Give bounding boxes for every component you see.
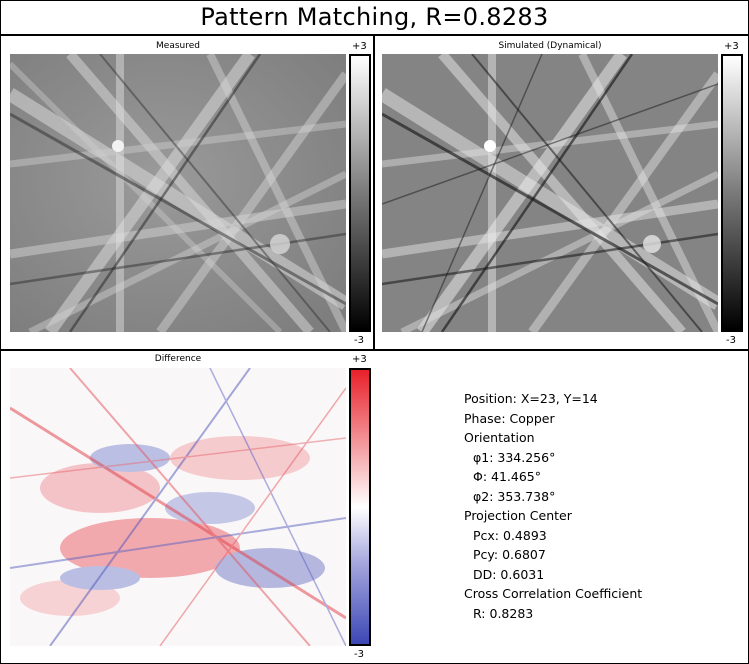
projection-center-header: Projection Center bbox=[464, 508, 572, 523]
measured-pattern-image bbox=[10, 54, 346, 332]
orientation-header: Orientation bbox=[464, 430, 535, 445]
measured-scale-min: -3 bbox=[354, 335, 364, 346]
difference-colorbar bbox=[349, 368, 371, 646]
dd-value: DD: 0.6031 bbox=[473, 566, 545, 582]
r-value: R: 0.8283 bbox=[473, 605, 534, 621]
pcy-value: Pcy: 0.6807 bbox=[473, 547, 546, 562]
match-info-panel: Position: X=23, Y=14 Phase: Copper Orien… bbox=[464, 389, 642, 623]
cross-correlation-header: Cross Correlation Coefficient bbox=[464, 586, 643, 601]
phi2-value: φ2: 353.738° bbox=[473, 488, 556, 504]
difference-scale-max: +3 bbox=[352, 354, 367, 365]
phi1-value: φ1: 334.256° bbox=[473, 449, 556, 465]
Phi-value: Φ: 41.465° bbox=[473, 469, 542, 484]
measured-colorbar bbox=[349, 54, 371, 332]
simulated-label: Simulated (Dynamical) bbox=[498, 41, 602, 51]
difference-map-image bbox=[10, 368, 346, 646]
page-title: Pattern Matching, R=0.8283 bbox=[0, 0, 749, 36]
pcx-value: Pcx: 0.4893 bbox=[473, 527, 547, 543]
measured-label: Measured bbox=[156, 41, 200, 51]
measured-scale-max: +3 bbox=[352, 41, 367, 52]
simulated-pattern-image bbox=[382, 54, 718, 332]
simulated-scale-max: +3 bbox=[724, 41, 739, 52]
difference-scale-min: -3 bbox=[354, 649, 364, 660]
phase-text: Phase: Copper bbox=[464, 410, 555, 426]
difference-label: Difference bbox=[154, 354, 202, 364]
simulated-scale-min: -3 bbox=[726, 335, 736, 346]
row-divider bbox=[0, 349, 749, 351]
simulated-colorbar bbox=[721, 54, 743, 332]
position-text: Position: X=23, Y=14 bbox=[464, 391, 598, 406]
column-divider bbox=[373, 36, 375, 350]
